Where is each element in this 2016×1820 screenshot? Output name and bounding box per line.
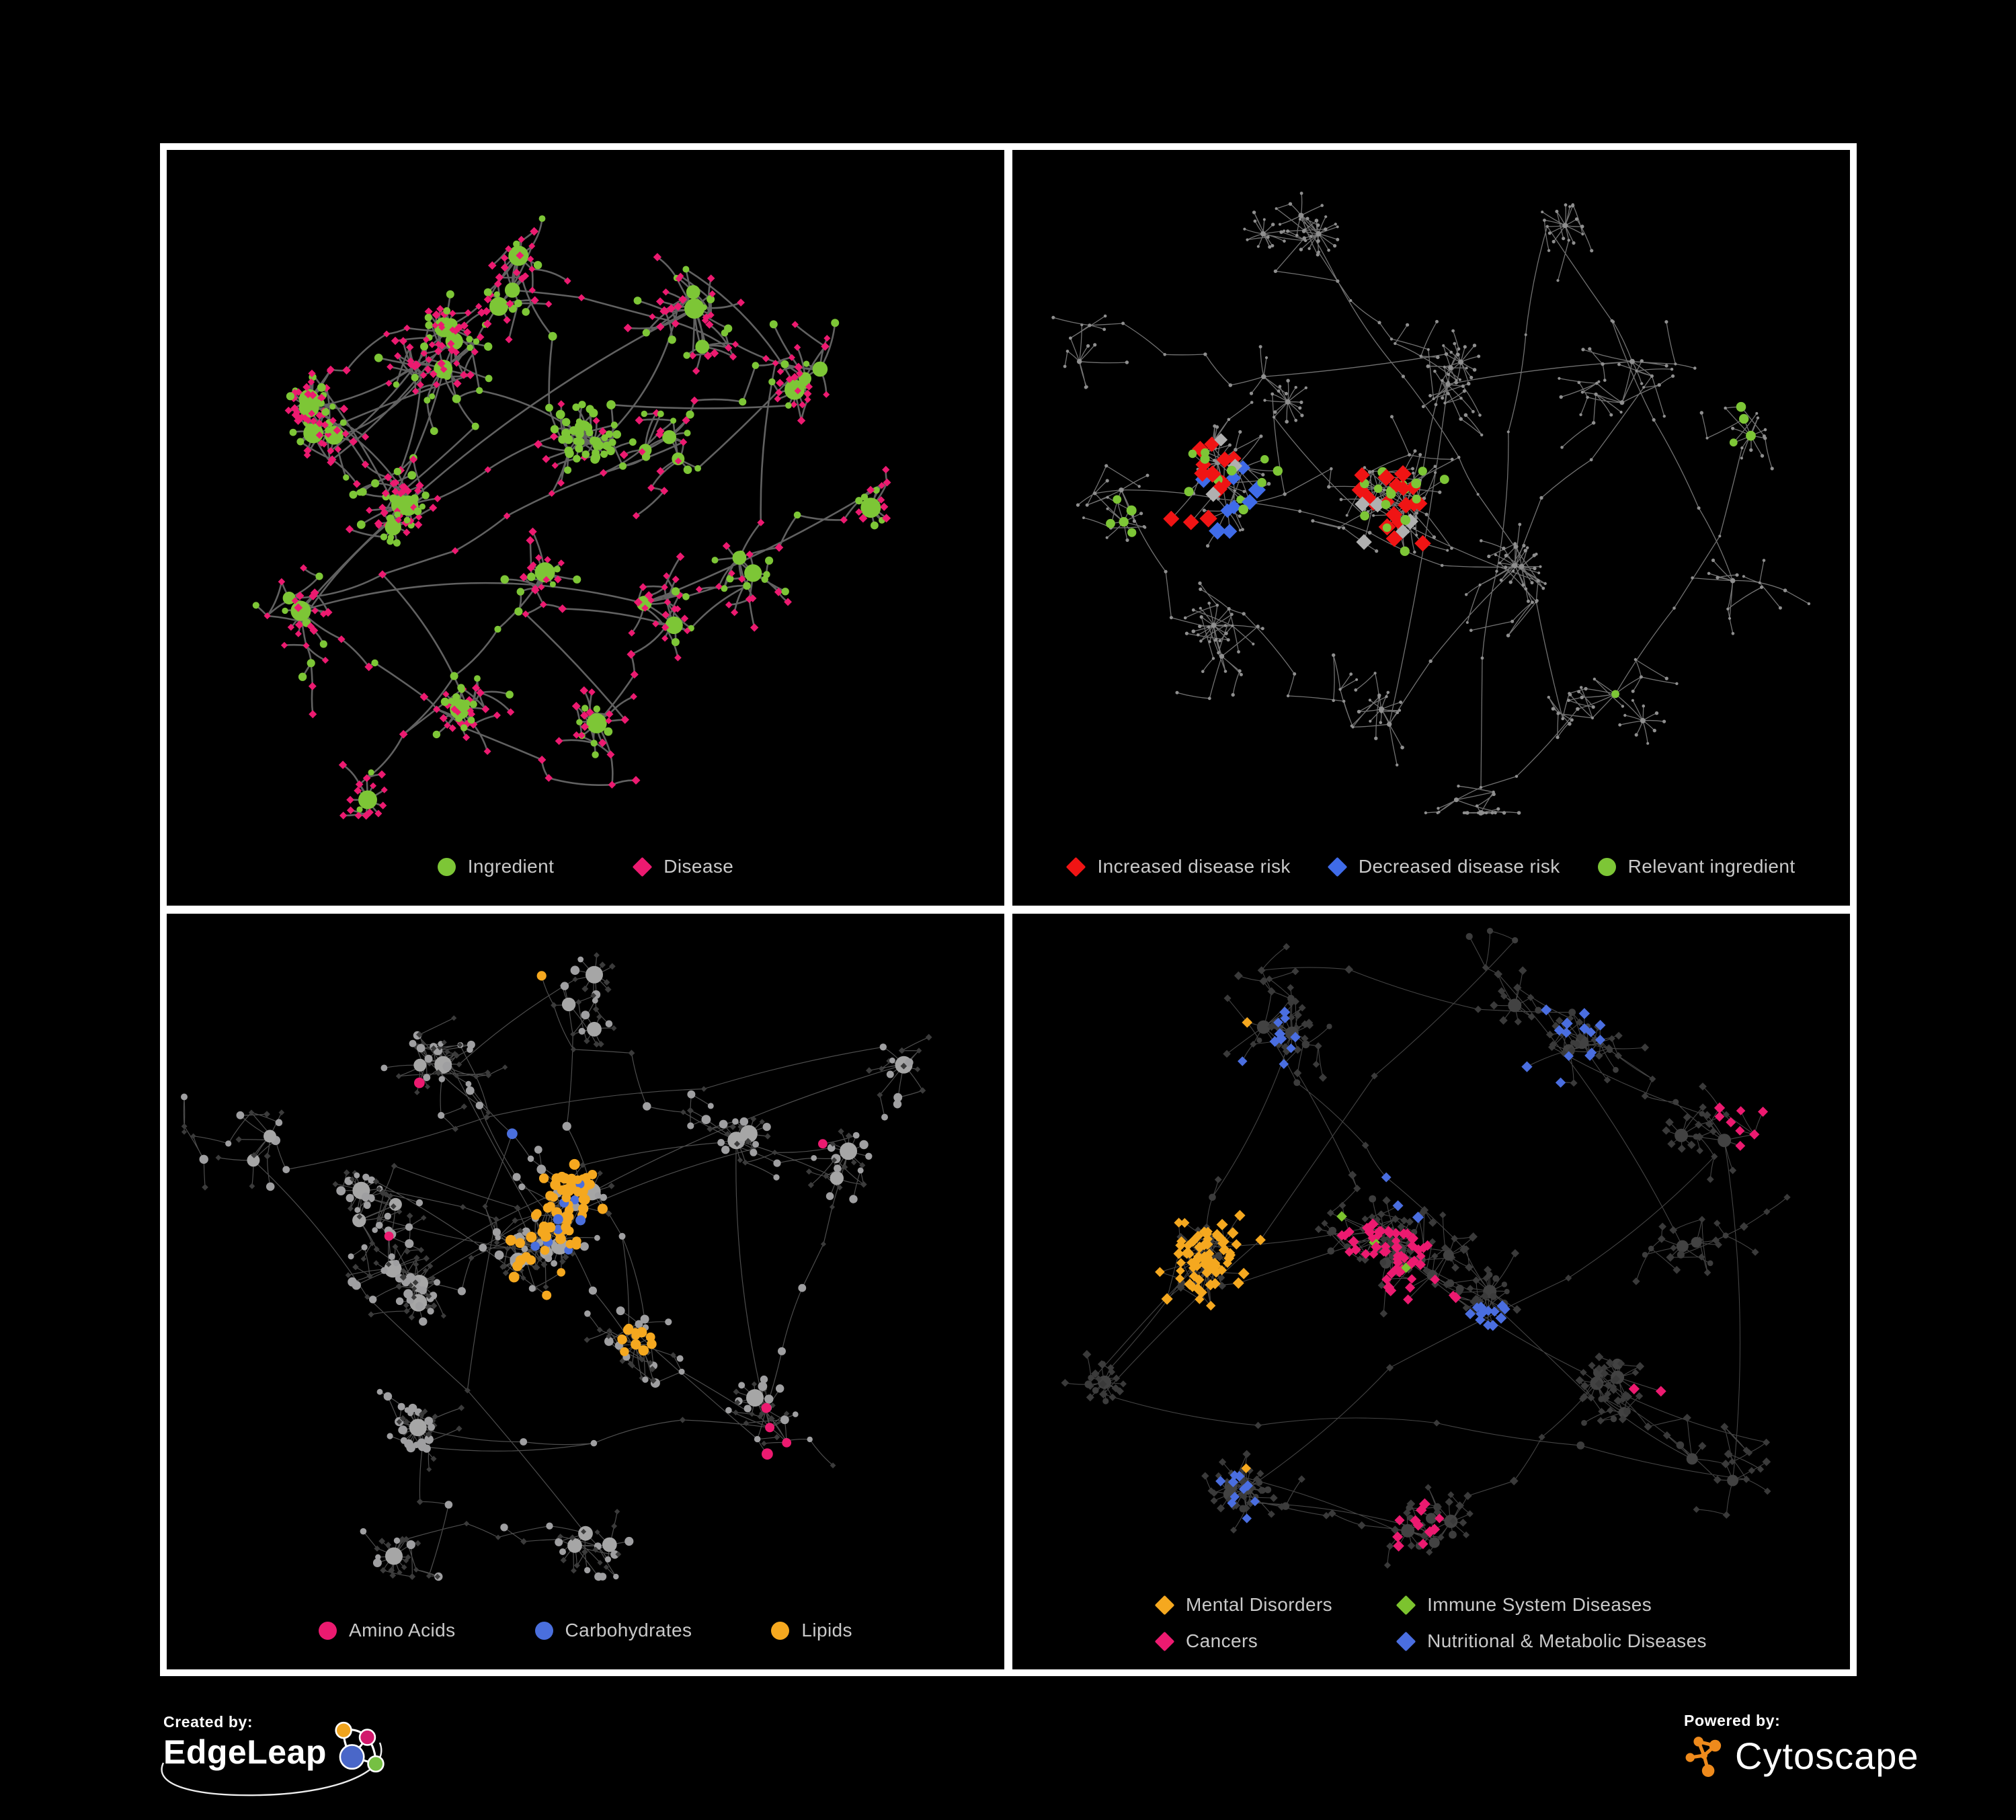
circle-swatch: [534, 1621, 553, 1640]
legend-label: Mental Disorders: [1186, 1594, 1333, 1615]
ingredient-disease-legend: Ingredient Disease: [167, 856, 1004, 877]
legend-label: Carbohydrates: [565, 1620, 692, 1640]
diamond-swatch: [1066, 857, 1086, 877]
edgeleap-credit: Created by: EdgeLeap: [161, 1713, 405, 1814]
disease-categories-legend: Mental Disorders Immune System Diseases Ca…: [1012, 1594, 1850, 1652]
legend-item-increased-disease-risk: Increased disease risk: [1066, 856, 1291, 877]
diamond-swatch: [632, 857, 653, 877]
cytoscape-credit: Powered by: Cytoscape: [1684, 1712, 1919, 1778]
panel-nutrient-classes-network: Amino Acids Carbohydrates Lipids: [167, 914, 1004, 1669]
circle-swatch: [1597, 857, 1616, 876]
panel-disease-risk-network: Increased disease risk Decreased disease …: [1012, 150, 1850, 906]
legend-label: Increased disease risk: [1097, 856, 1291, 877]
legend-label: Cancers: [1186, 1630, 1258, 1651]
edgeleap-network-icon: [335, 1721, 385, 1773]
disease-risk-legend: Increased disease risk Decreased disease …: [1012, 856, 1850, 877]
created-by-label: Created by:: [163, 1713, 253, 1731]
panel-grid: Ingredient Disease Increased disease risk…: [160, 143, 1857, 1676]
circle-swatch: [319, 1621, 337, 1640]
legend-item-cancers: Cancers: [1154, 1630, 1258, 1652]
legend-item-relevant-ingredient: Relevant ingredient: [1597, 856, 1796, 877]
legend-label: Decreased disease risk: [1358, 856, 1560, 877]
nutrient-classes-legend: Amino Acids Carbohydrates Lipids: [167, 1620, 1004, 1641]
legend-label: Amino Acids: [349, 1620, 456, 1640]
legend-label: Ingredient: [467, 856, 555, 877]
legend-item-decreased-disease-risk: Decreased disease risk: [1327, 856, 1560, 877]
cytoscape-logo-text: Cytoscape: [1735, 1735, 1919, 1777]
edgeleap-logo-text: EdgeLeap: [163, 1733, 327, 1771]
legend-item-immune-system-diseases: Immune System Diseases: [1396, 1594, 1652, 1616]
diamond-swatch: [1154, 1631, 1175, 1651]
disease-categories-network-graph: [1061, 928, 1791, 1569]
legend-label: Relevant ingredient: [1627, 856, 1796, 877]
legend-item-amino-acids: Amino Acids: [319, 1620, 455, 1641]
diamond-swatch: [1154, 1595, 1175, 1615]
legend-label: Lipids: [801, 1620, 852, 1640]
diamond-swatch: [1327, 857, 1348, 877]
panel-ingredient-disease-network: Ingredient Disease: [167, 150, 1004, 906]
powered-by-label: Powered by:: [1684, 1712, 1781, 1729]
legend-item-disease: Disease: [632, 856, 734, 877]
ingredient-disease-network-graph: [252, 215, 891, 820]
legend-item-carbohydrates: Carbohydrates: [534, 1620, 692, 1641]
panel-disease-categories-network: Mental Disorders Immune System Diseases Ca…: [1012, 914, 1850, 1669]
legend-item-lipids: Lipids: [771, 1620, 852, 1641]
disease-risk-network-graph: [1051, 192, 1811, 816]
legend-label: Disease: [663, 856, 734, 877]
legend-item-ingredient: Ingredient: [437, 856, 555, 877]
legend-label: Nutritional & Metabolic Diseases: [1427, 1630, 1707, 1651]
nutrient-classes-network-graph: [181, 952, 932, 1581]
cytoscape-logo-icon: [1685, 1737, 1722, 1777]
legend-item-nutritional-metabolic-diseases: Nutritional & Metabolic Diseases: [1396, 1630, 1707, 1652]
legend-label: Immune System Diseases: [1427, 1594, 1652, 1615]
circle-swatch: [437, 857, 456, 876]
diamond-swatch: [1396, 1631, 1416, 1651]
legend-item-mental-disorders: Mental Disorders: [1154, 1594, 1333, 1616]
diamond-swatch: [1396, 1595, 1416, 1615]
circle-swatch: [771, 1621, 790, 1640]
